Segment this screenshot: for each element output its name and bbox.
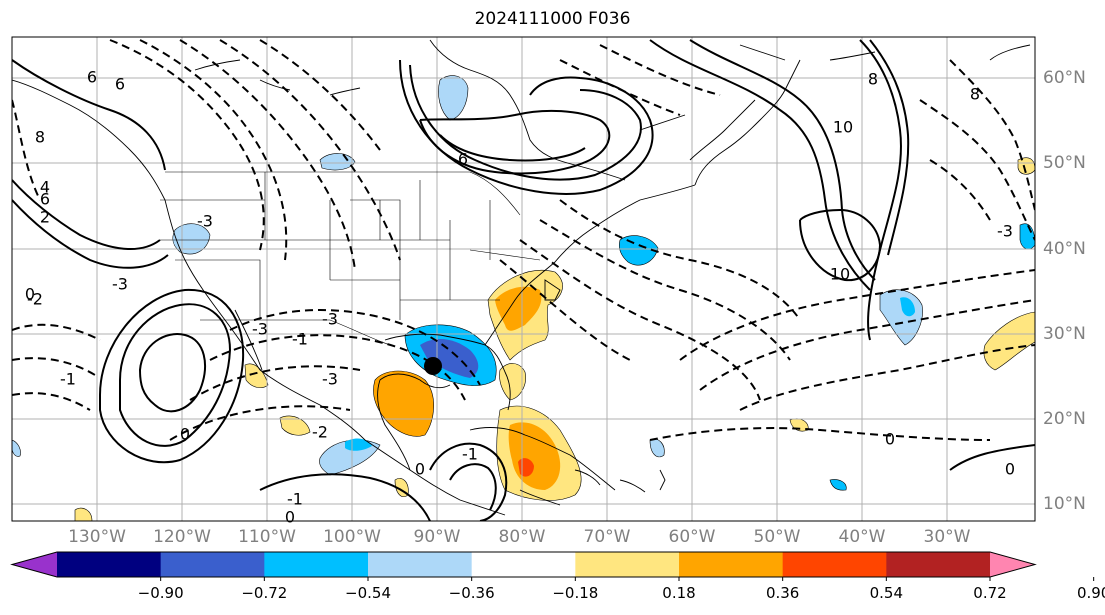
longitude-label: 80°W xyxy=(498,527,546,547)
latitude-label: 10°N xyxy=(1043,494,1086,514)
contour-label: -3 xyxy=(997,222,1013,241)
contour-label: 8 xyxy=(868,70,878,89)
contour-label: -3 xyxy=(197,212,213,231)
contour-label: -1 xyxy=(462,445,478,464)
colorbar-cell xyxy=(160,552,265,577)
contour-label: 0 xyxy=(415,460,425,479)
colorbar-cell xyxy=(575,552,680,577)
colorbar-tick-label: −0.90 xyxy=(137,584,184,602)
contour-label: -2 xyxy=(312,423,328,442)
colorbar-cell xyxy=(782,552,887,577)
contour-label: 6 xyxy=(40,190,50,209)
longitude-label: 130°W xyxy=(68,527,126,547)
contour-label: 6 xyxy=(87,68,97,87)
contour-label: -3 xyxy=(322,310,338,329)
contour-label: -3 xyxy=(322,370,338,389)
anomaly-positive-mexico xyxy=(373,370,434,437)
colorbar-cell xyxy=(57,552,162,577)
contour-label: 10 xyxy=(833,118,853,137)
colorbar-cell xyxy=(264,552,369,577)
dashed-contours xyxy=(12,39,1035,441)
longitude-label: 40°W xyxy=(838,527,886,547)
longitude-label: 120°W xyxy=(153,527,211,547)
colorbar-tick-label: 0.90 xyxy=(1076,584,1105,602)
colorbar-tick-label: 0.36 xyxy=(765,584,800,602)
contour-label: -1 xyxy=(287,490,303,509)
colorbar-cell xyxy=(886,552,991,577)
contour-label: 0 xyxy=(180,425,190,444)
contour-label: 0 xyxy=(285,508,295,527)
latitude-label: 60°N xyxy=(1043,68,1086,88)
colorbar-extend-high xyxy=(990,552,1035,577)
colorbar-extend-low xyxy=(12,552,57,577)
contour-label: 2 xyxy=(40,208,50,227)
longitude-label: 30°W xyxy=(923,527,971,547)
latitude-label: 20°N xyxy=(1043,409,1086,429)
contour-label: -1 xyxy=(292,330,308,349)
longitude-label: 90°W xyxy=(413,527,461,547)
colorbar-tick-label: 0.54 xyxy=(869,584,904,602)
longitude-label: 110°W xyxy=(238,527,296,547)
longitude-label: 50°W xyxy=(753,527,801,547)
contour-label: -1 xyxy=(60,370,76,389)
colorbar-tick-label: 0.72 xyxy=(973,584,1007,602)
storm-center-marker xyxy=(424,357,442,375)
contour-label: 8 xyxy=(35,128,45,147)
map-title: 2024111000 F036 xyxy=(474,9,631,29)
contour-label: 0 xyxy=(25,285,35,304)
colorbar-cell xyxy=(679,552,784,577)
borders xyxy=(160,171,541,346)
contour-labels: 642086-3-36108108-36-1-2-3-1-3-20-30-10-… xyxy=(25,68,1015,527)
latitude-label: 30°N xyxy=(1043,324,1086,344)
colorbar-tick-label: −0.72 xyxy=(241,584,288,602)
latitude-label: 40°N xyxy=(1043,239,1086,259)
contour-label: -3 xyxy=(112,275,128,294)
latitude-label: 50°N xyxy=(1043,153,1086,173)
colorbar-tick-label: 0.18 xyxy=(662,584,696,602)
contour-label: 0 xyxy=(885,430,895,449)
colorbar-tick-label: −0.18 xyxy=(552,584,599,602)
contour-label: 6 xyxy=(115,75,125,94)
longitude-label: 100°W xyxy=(323,527,381,547)
contour-label: -3 xyxy=(252,320,268,339)
contour-label: 0 xyxy=(1005,460,1015,479)
longitude-label: 70°W xyxy=(583,527,631,547)
longitude-label: 60°W xyxy=(668,527,716,547)
contour-label: 4 xyxy=(40,178,50,197)
colorbar-cell xyxy=(471,552,576,577)
colorbar-tick-label: −0.54 xyxy=(345,584,391,602)
contour-label: 6 xyxy=(458,150,468,169)
colorbar-tick-label: −0.36 xyxy=(448,584,495,602)
contour-label: 8 xyxy=(970,85,980,104)
colorbar-cell xyxy=(368,552,473,577)
contour-label: -2 xyxy=(27,290,43,309)
solid-contours xyxy=(12,39,1035,521)
contour-label: 10 xyxy=(830,265,850,284)
